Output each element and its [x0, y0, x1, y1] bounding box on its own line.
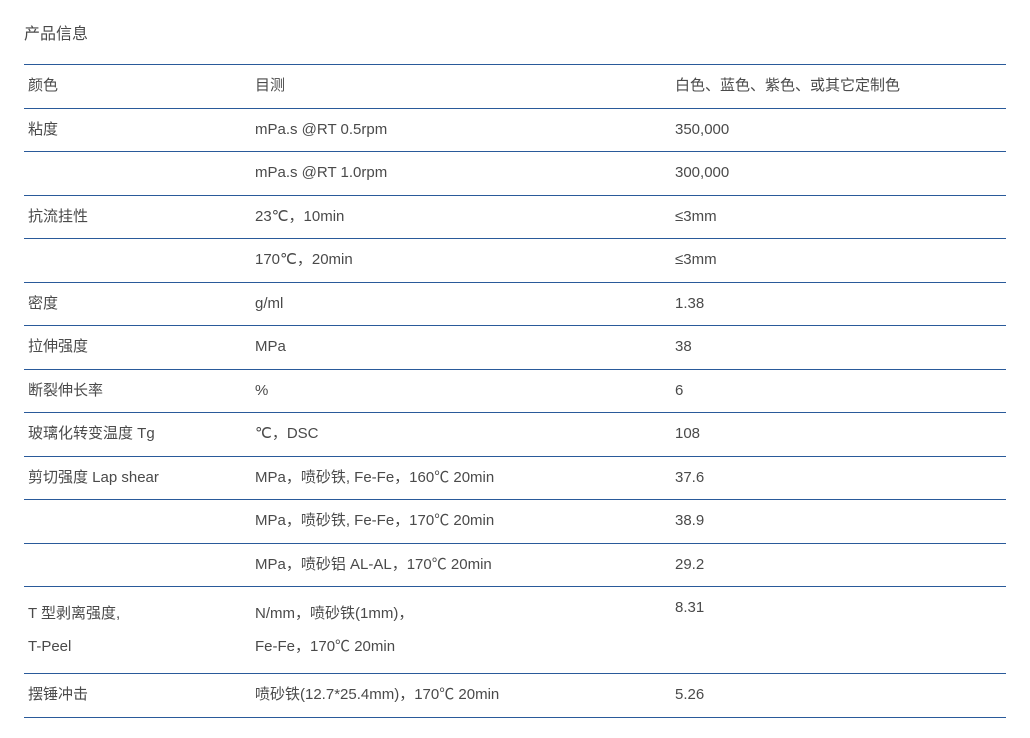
value-cell: 38.9	[669, 500, 1006, 544]
value-cell: 白色、蓝色、紫色、或其它定制色	[669, 65, 1006, 109]
property-label: 抗流挂性	[24, 195, 249, 239]
property-label: T 型剥离强度,T-Peel	[24, 587, 249, 674]
section-title: 产品信息	[24, 20, 1006, 44]
property-label: 拉伸强度	[24, 326, 249, 370]
condition-cell: 目测	[249, 65, 669, 109]
property-label	[24, 239, 249, 283]
table-row: 抗流挂性 23℃，10min≤3mm	[24, 195, 1006, 239]
table-row: mPa.s @RT 1.0rpm300,000	[24, 152, 1006, 196]
table-row: MPa，喷砂铁, Fe-Fe，170℃ 20min38.9	[24, 500, 1006, 544]
table-row: MPa，喷砂铝 AL-AL，170℃ 20min29.2	[24, 543, 1006, 587]
property-label	[24, 500, 249, 544]
value-cell: 108	[669, 413, 1006, 457]
value-cell: 1.38	[669, 282, 1006, 326]
property-label: 断裂伸长率	[24, 369, 249, 413]
value-cell: 37.6	[669, 456, 1006, 500]
table-row: 170℃，20min≤3mm	[24, 239, 1006, 283]
table-row: 玻璃化转变温度 Tg℃，DSC108	[24, 413, 1006, 457]
value-cell: 38	[669, 326, 1006, 370]
value-cell: ≤3mm	[669, 239, 1006, 283]
property-label: 玻璃化转变温度 Tg	[24, 413, 249, 457]
table-row: 断裂伸长率%6	[24, 369, 1006, 413]
property-label: 颜色	[24, 65, 249, 109]
value-cell: 8.31	[669, 587, 1006, 674]
condition-cell: MPa	[249, 326, 669, 370]
table-row: 摆锤冲击喷砂铁(12.7*25.4mm)，170℃ 20min5.26	[24, 674, 1006, 718]
value-cell: 5.26	[669, 674, 1006, 718]
condition-cell: N/mm，喷砂铁(1mm)，Fe-Fe，170℃ 20min	[249, 587, 669, 674]
condition-cell: ℃，DSC	[249, 413, 669, 457]
value-cell: ≤3mm	[669, 195, 1006, 239]
property-label: 粘度	[24, 108, 249, 152]
property-label: 剪切强度 Lap shear	[24, 456, 249, 500]
property-label: 密度	[24, 282, 249, 326]
condition-cell: mPa.s @RT 0.5rpm	[249, 108, 669, 152]
value-cell: 350,000	[669, 108, 1006, 152]
property-label	[24, 543, 249, 587]
condition-cell: mPa.s @RT 1.0rpm	[249, 152, 669, 196]
table-row: 粘度mPa.s @RT 0.5rpm350,000	[24, 108, 1006, 152]
table-row: T 型剥离强度,T-PeelN/mm，喷砂铁(1mm)，Fe-Fe，170℃ 2…	[24, 587, 1006, 674]
table-row: 剪切强度 Lap shearMPa，喷砂铁, Fe-Fe，160℃ 20min3…	[24, 456, 1006, 500]
condition-cell: MPa，喷砂铁, Fe-Fe，170℃ 20min	[249, 500, 669, 544]
condition-cell: g/ml	[249, 282, 669, 326]
product-info-table: 颜色目测白色、蓝色、紫色、或其它定制色粘度mPa.s @RT 0.5rpm350…	[24, 64, 1006, 718]
property-label	[24, 152, 249, 196]
value-cell: 6	[669, 369, 1006, 413]
condition-cell: MPa，喷砂铁, Fe-Fe，160℃ 20min	[249, 456, 669, 500]
condition-cell: %	[249, 369, 669, 413]
property-label: 摆锤冲击	[24, 674, 249, 718]
value-cell: 300,000	[669, 152, 1006, 196]
condition-cell: 170℃，20min	[249, 239, 669, 283]
table-row: 密度g/ml1.38	[24, 282, 1006, 326]
table-row: 颜色目测白色、蓝色、紫色、或其它定制色	[24, 65, 1006, 109]
table-body: 颜色目测白色、蓝色、紫色、或其它定制色粘度mPa.s @RT 0.5rpm350…	[24, 65, 1006, 718]
condition-cell: 喷砂铁(12.7*25.4mm)，170℃ 20min	[249, 674, 669, 718]
value-cell: 29.2	[669, 543, 1006, 587]
table-row: 拉伸强度MPa38	[24, 326, 1006, 370]
condition-cell: MPa，喷砂铝 AL-AL，170℃ 20min	[249, 543, 669, 587]
condition-cell: 23℃，10min	[249, 195, 669, 239]
